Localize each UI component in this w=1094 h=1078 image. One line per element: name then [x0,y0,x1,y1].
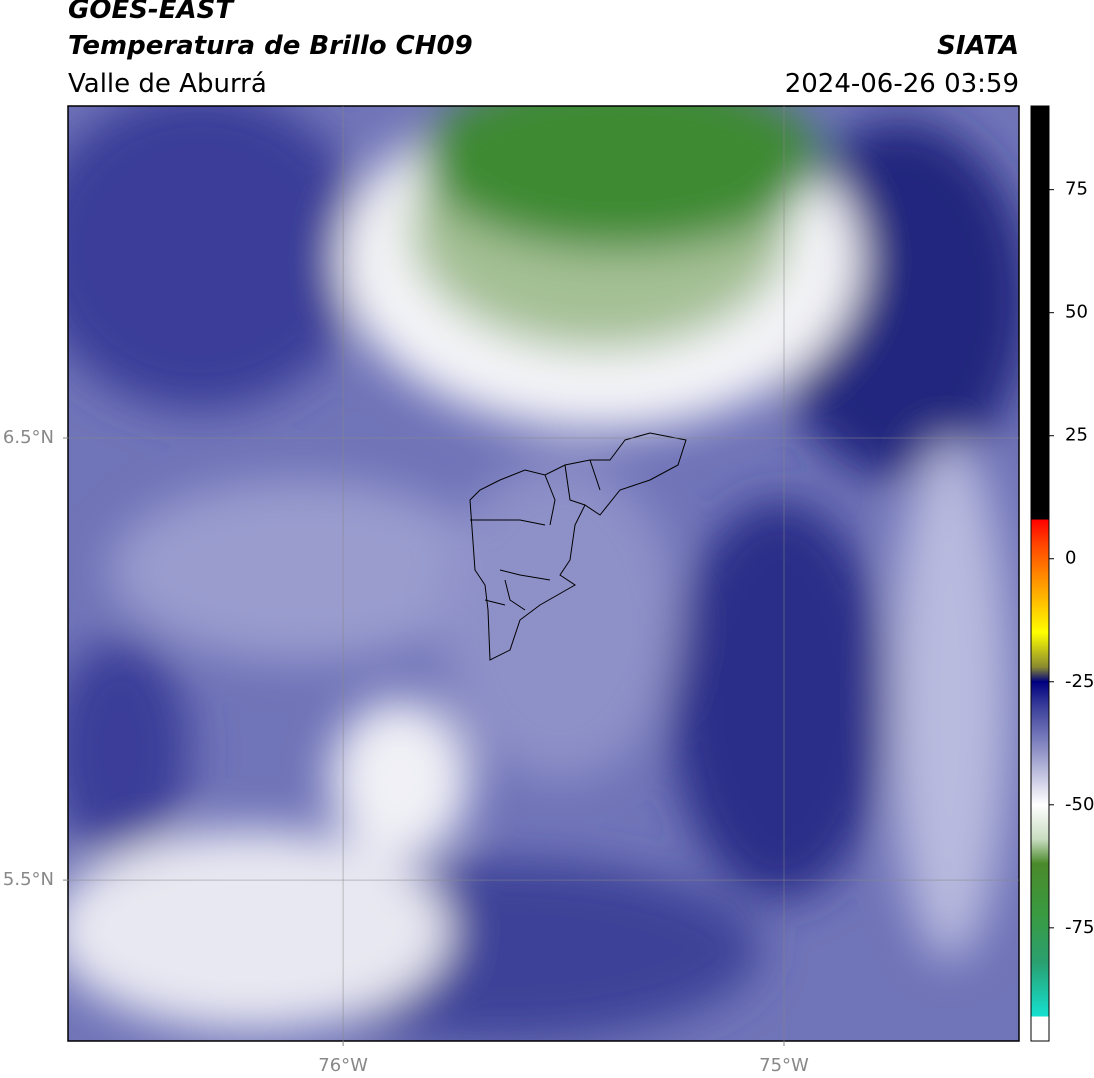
source: SIATA [937,31,1019,61]
colorbar: -75 -50 -25 0 25 50 75 [1030,105,1094,1042]
colorbar-tick-label: -25 [1065,671,1094,692]
valley-outline [469,432,687,661]
satellite-field [68,106,1019,1041]
datetime: 2024-06-26 03:59 [785,69,1019,99]
colorbar-tick-label: 25 [1065,425,1088,446]
colorbar-tick-label: -50 [1065,794,1094,815]
x-tick-label: 75°W [759,1055,809,1076]
colorbar-tick-label: 75 [1065,179,1088,200]
y-tick-label: 6.5°N [3,427,54,448]
title: Temperatura de Brillo CH09 [68,31,473,61]
colorbar-tick-label: 50 [1065,302,1088,323]
x-tick-label: 76°W [318,1055,368,1076]
axes: 76°W 75°W 6.5°N 5.5°N [3,106,1019,1076]
y-tick-label: 5.5°N [3,869,54,890]
colorbar-tick-label: 0 [1065,548,1076,569]
colorbar-tick-label: -75 [1065,917,1094,938]
region: Valle de Aburrá [68,69,267,99]
satellite: GOES-EAST [68,0,235,25]
colorbar-scale [1030,105,1050,1042]
plot-frame [67,105,1020,1042]
